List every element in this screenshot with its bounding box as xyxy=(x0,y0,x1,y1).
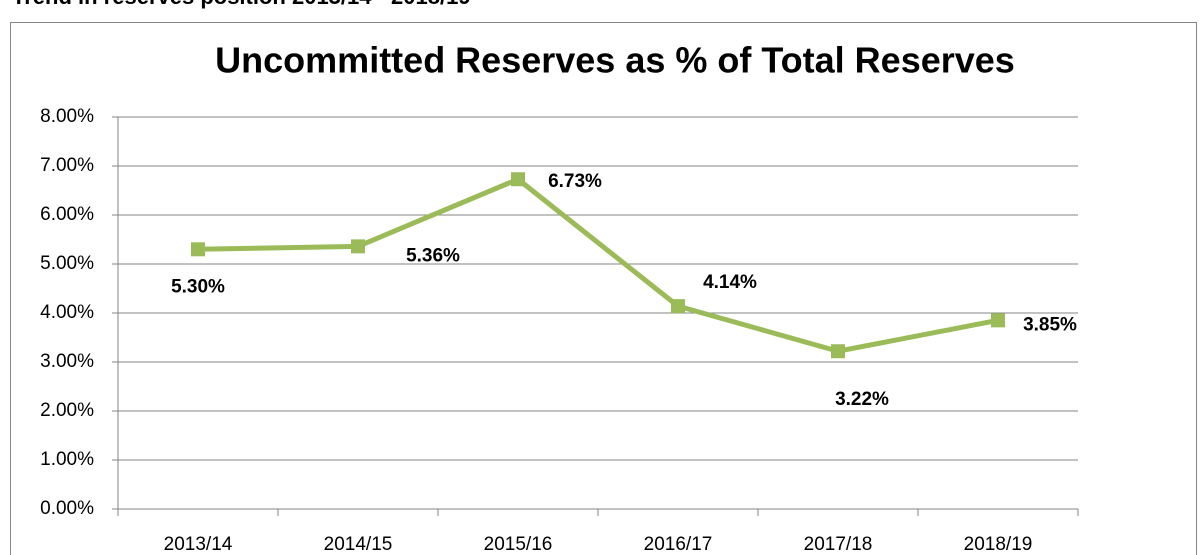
data-marker xyxy=(831,344,845,359)
chart-title: Uncommitted Reserves as % of Total Reser… xyxy=(215,40,1015,81)
x-tick-label: 2014/15 xyxy=(324,534,393,555)
y-tick-label: 0.00% xyxy=(40,498,94,519)
data-marker xyxy=(991,313,1005,328)
data-marker xyxy=(191,242,205,257)
x-tick-label: 2017/18 xyxy=(804,534,873,555)
y-tick-label: 6.00% xyxy=(40,204,94,225)
x-tick-label: 2013/14 xyxy=(164,534,233,555)
data-line xyxy=(197,176,999,354)
data-label: 5.36% xyxy=(406,245,460,266)
y-tick-label: 8.00% xyxy=(40,106,94,127)
data-marker xyxy=(351,239,365,254)
y-tick-label: 1.00% xyxy=(40,449,94,470)
data-label: 5.30% xyxy=(171,276,225,297)
data-label: 3.22% xyxy=(835,389,889,410)
page-heading: Trend in reserves position 2013/14 - 201… xyxy=(12,0,471,9)
data-marker xyxy=(511,172,525,187)
chart-border xyxy=(10,22,1197,555)
y-tick-label: 4.00% xyxy=(40,302,94,323)
y-tick-label: 3.00% xyxy=(40,351,94,372)
x-tick-label: 2015/16 xyxy=(484,534,553,555)
data-label: 3.85% xyxy=(1023,314,1077,335)
data-marker xyxy=(671,299,685,314)
y-tick-label: 2.00% xyxy=(40,400,94,421)
x-tick-label: 2016/17 xyxy=(644,534,713,555)
y-tick-label: 7.00% xyxy=(40,155,94,176)
data-label: 4.14% xyxy=(703,272,757,293)
y-tick-label: 5.00% xyxy=(40,253,94,274)
x-tick-label: 2018/19 xyxy=(964,534,1033,555)
data-label: 6.73% xyxy=(548,171,602,192)
